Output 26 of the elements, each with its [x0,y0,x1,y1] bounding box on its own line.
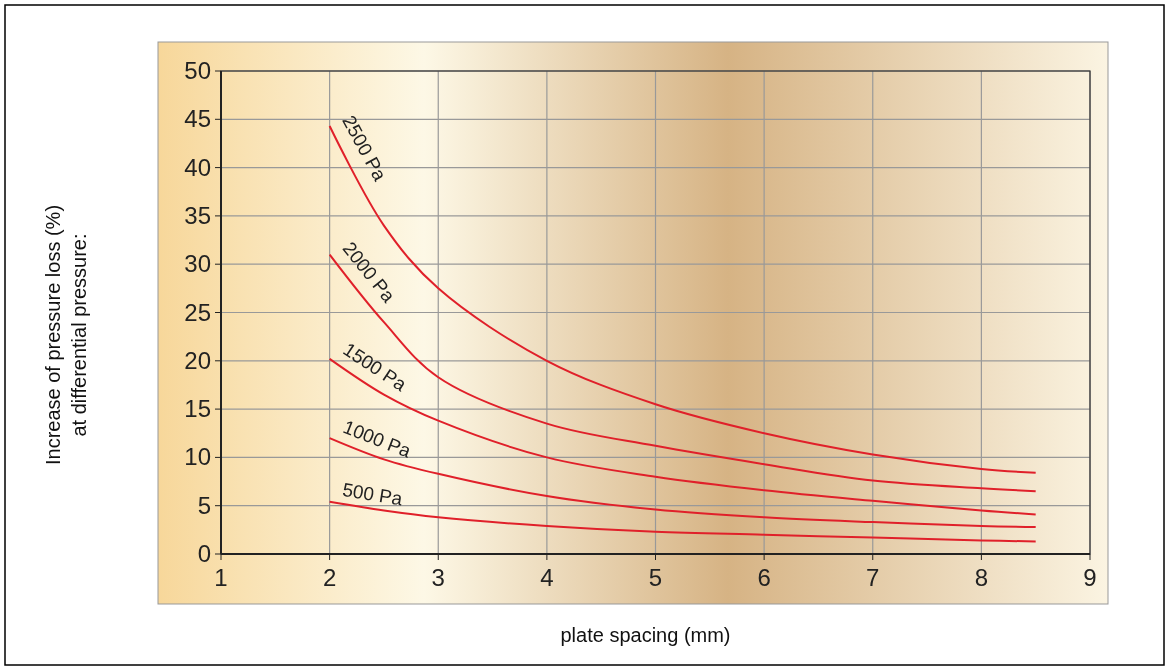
x-axis-title: plate spacing (mm) [560,624,731,646]
x-tick-label: 1 [214,564,228,591]
y-tick-label: 45 [184,105,211,133]
x-tick-label: 3 [431,564,445,591]
x-tick-label: 9 [1083,564,1097,591]
x-tick-label: 5 [648,564,663,591]
x-tick-label: 8 [974,564,989,591]
y-axis-title: Increase of pressure loss (%) at differential pressure: [42,204,90,466]
text: 2500 Pa [338,111,391,185]
y-tick-label: 30 [184,250,211,278]
y-tick-label: 35 [184,201,211,229]
y-tick-label: 20 [184,346,211,374]
x-tick-label: 7 [866,564,880,591]
y-tick-label: 50 [184,57,211,84]
text: 1500 Pa [339,338,411,396]
text: 1000 Pa [340,416,415,462]
x-tick-label: 4 [540,564,554,591]
y-tick-label: 0 [197,540,211,567]
x-tick-label: 6 [757,564,771,591]
y-tick-label: 40 [184,153,211,181]
y-tick-label: 5 [197,491,211,519]
text: 500 Pa [340,479,405,510]
y-tick-label: 15 [184,395,211,423]
y-tick-label: 10 [184,443,211,471]
x-tick-label: 2 [322,564,337,591]
y-tick-label: 25 [184,298,211,326]
